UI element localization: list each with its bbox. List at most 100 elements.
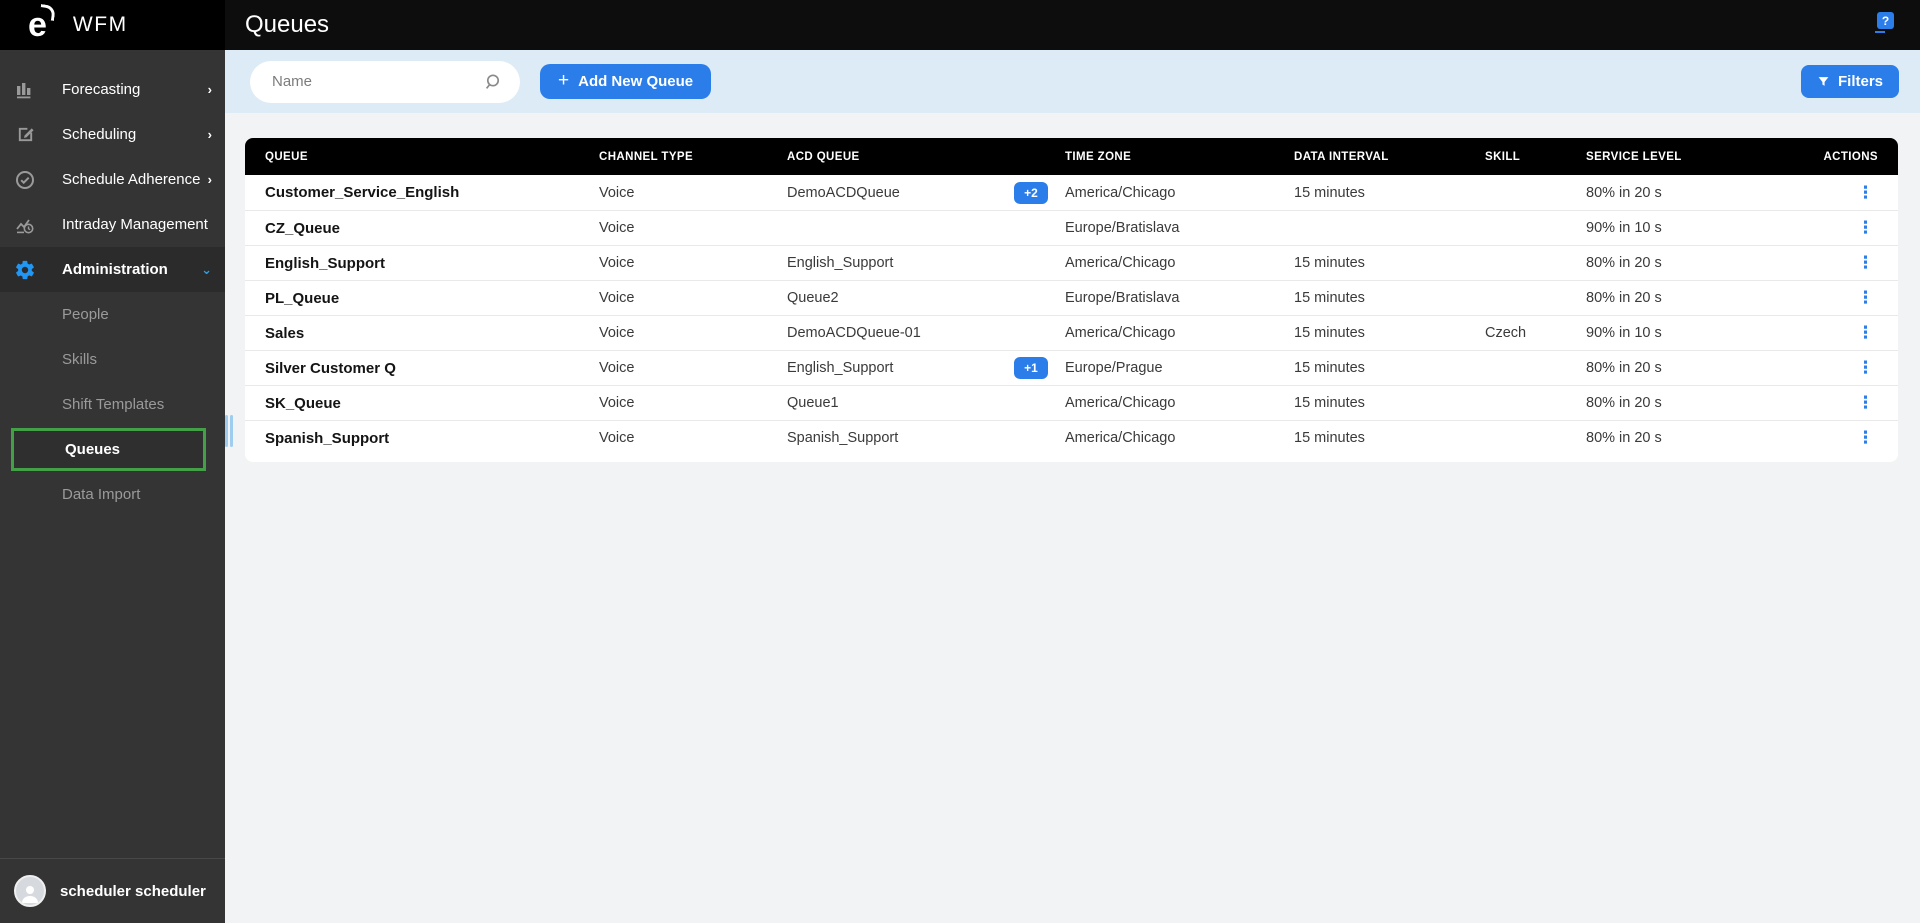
sidebar-menu: Forecasting › Scheduling › Schedule Adhe… <box>0 50 225 517</box>
sidebar-item-people[interactable]: People <box>0 292 225 337</box>
table-row[interactable]: PL_Queue Voice Queue2 Europe/Bratislava … <box>245 280 1898 315</box>
sidebar: Forecasting › Scheduling › Schedule Adhe… <box>0 50 225 923</box>
search-input[interactable] <box>272 73 482 90</box>
sidebar-item-shift-templates[interactable]: Shift Templates <box>0 382 225 427</box>
main-content: + Add New Queue Filters QUEUE CHANNEL TY… <box>225 50 1920 923</box>
cell-queue-name: PL_Queue <box>265 289 340 307</box>
cell-channel-type: Voice <box>599 220 635 236</box>
bar-chart-icon <box>13 78 37 102</box>
avatar <box>14 875 46 907</box>
cell-acd-queue: Queue2 <box>767 290 1045 306</box>
table-row[interactable]: Sales Voice DemoACDQueue-01 America/Chic… <box>245 315 1898 350</box>
plus-icon: + <box>558 69 570 91</box>
column-header-skill: SKILL <box>1485 150 1521 163</box>
sidebar-item-intraday-management[interactable]: Intraday Management <box>0 202 225 247</box>
sidebar-item-skills[interactable]: Skills <box>0 337 225 382</box>
sidebar-item-schedule-adherence[interactable]: Schedule Adherence › <box>0 157 225 202</box>
acd-queue-name: DemoACDQueue <box>787 184 900 201</box>
cell-time-zone: America/Chicago <box>1065 430 1176 446</box>
cell-service-level: 80% in 20 s <box>1586 255 1662 271</box>
cell-channel-type: Voice <box>599 360 635 376</box>
row-actions-menu-icon[interactable]: ⋮ <box>1857 183 1874 202</box>
row-actions-menu-icon[interactable]: ⋮ <box>1857 429 1874 447</box>
column-header-time-zone: TIME ZONE <box>1065 150 1132 163</box>
row-actions-menu-icon[interactable]: ⋮ <box>1857 254 1874 272</box>
add-new-queue-button[interactable]: + Add New Queue <box>540 64 712 99</box>
cell-actions: ⋮ <box>1770 289 1898 307</box>
user-name: scheduler scheduler <box>60 882 206 900</box>
sidebar-item-label: Forecasting <box>62 81 141 98</box>
cell-data-interval: 15 minutes <box>1294 290 1365 306</box>
table-row[interactable]: SK_Queue Voice Queue1 America/Chicago 15… <box>245 385 1898 420</box>
sidebar-subitem-label: Queues <box>65 441 121 458</box>
cell-channel-type: Voice <box>599 325 635 341</box>
chevron-down-icon: ⌄ <box>201 261 212 277</box>
cell-service-level: 80% in 20 s <box>1586 290 1662 306</box>
sidebar-item-data-import[interactable]: Data Import <box>0 472 225 517</box>
row-actions-menu-icon[interactable]: ⋮ <box>1857 219 1874 237</box>
sidebar-resize-handle[interactable] <box>225 415 235 447</box>
cell-service-level: 80% in 20 s <box>1586 184 1662 201</box>
table-row[interactable]: Customer_Service_English Voice DemoACDQu… <box>245 175 1898 210</box>
edit-icon <box>13 123 37 147</box>
cell-service-level: 90% in 10 s <box>1586 325 1662 341</box>
cell-channel-type: Voice <box>599 184 635 201</box>
acd-queue-name: English_Support <box>787 360 894 376</box>
add-new-queue-label: Add New Queue <box>578 73 694 90</box>
search-icon <box>484 72 504 97</box>
help-icon[interactable]: ? <box>1875 12 1894 33</box>
row-actions-menu-icon[interactable]: ⋮ <box>1857 359 1874 377</box>
cell-data-interval: 15 minutes <box>1294 395 1365 411</box>
sidebar-item-label: Schedule Adherence <box>62 171 201 188</box>
cell-actions: ⋮ <box>1770 219 1898 237</box>
acd-queue-name: Queue2 <box>787 290 839 306</box>
filter-icon <box>1818 77 1829 86</box>
search-box <box>250 60 520 103</box>
filters-button[interactable]: Filters <box>1800 65 1899 98</box>
table-row[interactable]: English_Support Voice English_Support Am… <box>245 245 1898 280</box>
sidebar-item-forecasting[interactable]: Forecasting › <box>0 67 225 112</box>
cell-actions: ⋮ <box>1770 324 1898 342</box>
cell-acd-queue: English_Support <box>767 255 1045 271</box>
row-actions-menu-icon[interactable]: ⋮ <box>1857 289 1874 307</box>
cell-queue-name: Customer_Service_English <box>265 184 460 201</box>
sidebar-subitem-label: Data Import <box>62 486 141 503</box>
user-menu[interactable]: scheduler scheduler <box>0 858 225 923</box>
check-circle-icon <box>13 168 37 192</box>
acd-queue-name: Queue1 <box>787 395 839 411</box>
cell-time-zone: America/Chicago <box>1065 395 1176 411</box>
acd-queue-name: DemoACDQueue-01 <box>787 325 921 341</box>
chevron-right-icon: › <box>207 172 212 187</box>
cell-queue-name: English_Support <box>265 254 385 272</box>
sidebar-item-queues[interactable]: Queues <box>11 428 206 471</box>
sidebar-subitem-label: Shift Templates <box>62 396 165 413</box>
gear-icon <box>13 258 37 282</box>
table-row[interactable]: Spanish_Support Voice Spanish_Support Am… <box>245 420 1898 455</box>
table-body: Customer_Service_English Voice DemoACDQu… <box>245 175 1898 455</box>
acd-extra-count-badge[interactable]: +2 <box>1014 181 1048 204</box>
chevron-right-icon: › <box>207 127 212 142</box>
cell-queue-name: SK_Queue <box>265 394 341 412</box>
sidebar-item-administration[interactable]: Administration ⌄ <box>0 247 225 292</box>
column-header-channel-type: CHANNEL TYPE <box>599 150 694 163</box>
cell-time-zone: America/Chicago <box>1065 255 1176 271</box>
page-title: Queues <box>245 11 330 38</box>
cell-time-zone: Europe/Prague <box>1065 360 1163 376</box>
sidebar-item-scheduling[interactable]: Scheduling › <box>0 112 225 157</box>
row-actions-menu-icon[interactable]: ⋮ <box>1857 394 1874 412</box>
intraday-chart-icon <box>13 213 37 237</box>
cell-service-level: 80% in 20 s <box>1586 395 1662 411</box>
table-row[interactable]: Silver Customer Q Voice English_Support … <box>245 350 1898 385</box>
cell-queue-name: Silver Customer Q <box>265 359 396 377</box>
cell-actions: ⋮ <box>1770 394 1898 412</box>
cell-queue-name: Sales <box>265 324 305 342</box>
acd-extra-count-badge[interactable]: +1 <box>1014 357 1048 379</box>
acd-queue-name: Spanish_Support <box>787 430 899 446</box>
brand-zone: e WFM <box>0 0 225 50</box>
cell-service-level: 90% in 10 s <box>1586 220 1662 236</box>
cell-channel-type: Voice <box>599 290 635 306</box>
row-actions-menu-icon[interactable]: ⋮ <box>1857 324 1874 342</box>
cell-acd-queue: Spanish_Support <box>767 430 1045 446</box>
table-row[interactable]: CZ_Queue Voice Europe/Bratislava 90% in … <box>245 210 1898 245</box>
sidebar-subitem-label: People <box>62 306 109 323</box>
